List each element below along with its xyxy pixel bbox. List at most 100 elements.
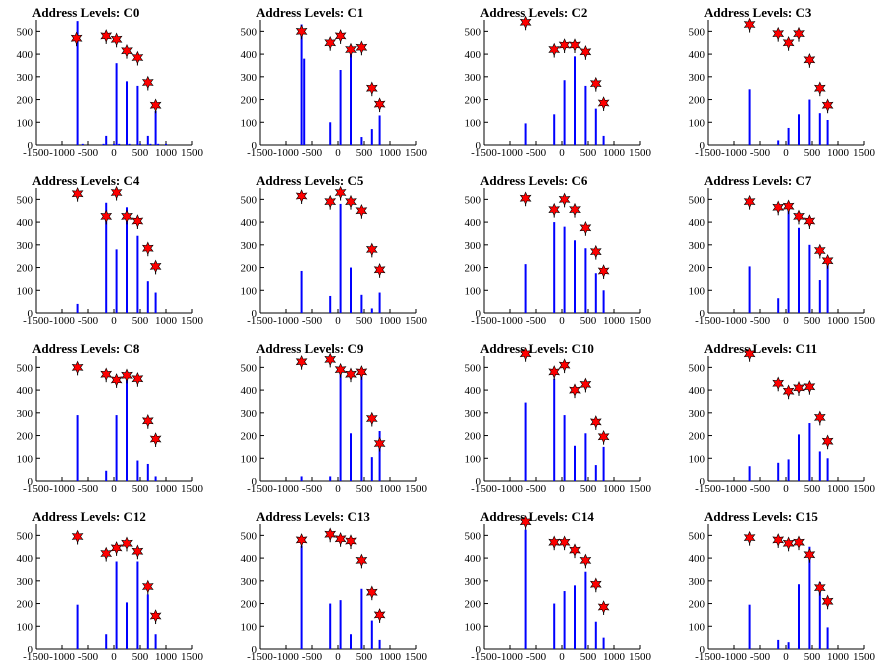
- y-tick-label: 300: [17, 240, 34, 252]
- star-marker: [141, 75, 154, 90]
- x-tick-label: -1500: [247, 483, 273, 495]
- star-marker: [110, 541, 123, 555]
- x-tick-label: 1500: [405, 147, 428, 159]
- star-marker: [597, 429, 610, 444]
- star-marker: [365, 585, 378, 599]
- bar: [360, 376, 363, 481]
- star-marker: [324, 352, 337, 367]
- star-marker: [70, 31, 83, 45]
- star-marker: [345, 194, 357, 209]
- chart-svg: 0 100 200 300 400 500 -1500 -1000 -500 0 500 1000 15…: [689, 17, 876, 159]
- star-marker: [813, 410, 826, 425]
- chart-panel: Address Levels: C10 0 100 200 300 400 500 -1500…: [452, 336, 676, 504]
- bar: [146, 135, 149, 145]
- bar: [602, 637, 605, 649]
- bar: [594, 108, 597, 145]
- x-tick-label: 1000: [155, 483, 178, 495]
- y-tick-label: 500: [17, 362, 34, 374]
- y-tick-label: 400: [689, 49, 706, 61]
- chart-svg: 0 100 200 300 400 500 -1500 -1000 -500 0 500 1000 15…: [689, 524, 876, 663]
- bar: [118, 143, 121, 145]
- bar: [602, 135, 605, 145]
- star-marker: [579, 221, 592, 235]
- bar: [126, 374, 128, 481]
- bar: [826, 120, 829, 145]
- y-tick-label: 100: [465, 285, 482, 297]
- x-tick-label: 1000: [827, 483, 850, 495]
- bar: [777, 639, 780, 649]
- bar: [105, 470, 108, 481]
- x-tick-label: 1500: [853, 651, 876, 663]
- chart-svg: 0 100 200 300 400 500 -1500 -1000 -500 0 500 1000 15…: [689, 346, 876, 495]
- star-marker: [373, 263, 386, 277]
- star-marker: [597, 600, 610, 614]
- bar: [524, 402, 527, 481]
- bar: [798, 114, 800, 145]
- x-tick-label: -1000: [721, 651, 747, 663]
- bar: [300, 476, 303, 481]
- star-marker: [100, 546, 113, 561]
- y-tick-label: 500: [17, 194, 34, 206]
- y-tick-label: 300: [241, 72, 258, 84]
- star-marker: [334, 29, 347, 43]
- bar: [826, 265, 829, 313]
- star-marker: [597, 264, 610, 278]
- x-tick-label: 1500: [405, 315, 428, 327]
- y-tick-label: 0: [252, 476, 258, 488]
- bar: [350, 433, 352, 481]
- y-tick-label: 100: [241, 621, 258, 633]
- x-tick-label: -1500: [23, 315, 49, 327]
- chart-title: Address Levels: C7: [704, 173, 812, 188]
- y-tick-label: 200: [17, 95, 34, 107]
- star-marker: [772, 376, 785, 391]
- x-tick-label: -1000: [497, 315, 523, 327]
- y-tick-label: 100: [465, 621, 482, 633]
- chart-title: Address Levels: C8: [32, 341, 140, 356]
- y-tick-label: 500: [465, 26, 482, 38]
- chart-panel: Address Levels: C4 0 100 200 300 400 500 -1500-…: [4, 168, 228, 336]
- y-tick-label: 100: [465, 453, 482, 465]
- x-tick-label: 0: [559, 147, 565, 159]
- x-tick-label: 1500: [181, 315, 204, 327]
- y-tick-label: 100: [17, 453, 34, 465]
- bar: [126, 207, 128, 313]
- bar: [350, 47, 352, 145]
- x-tick-label: 1500: [405, 483, 428, 495]
- star-marker: [569, 202, 581, 217]
- y-tick-label: 400: [17, 553, 34, 565]
- star-marker: [548, 365, 561, 379]
- bar: [574, 445, 576, 481]
- y-tick-label: 400: [465, 49, 482, 61]
- x-tick-label: -1000: [721, 483, 747, 495]
- x-tick-label: 1000: [155, 315, 178, 327]
- bar: [818, 280, 821, 313]
- bar: [136, 561, 139, 649]
- star-marker: [141, 241, 154, 255]
- bar: [594, 621, 597, 649]
- star-marker: [365, 81, 378, 95]
- star-marker: [355, 40, 368, 55]
- star-marker: [121, 536, 133, 551]
- chart-title: Address Levels: C4: [32, 173, 140, 188]
- x-tick-label: -500: [302, 651, 323, 663]
- chart-svg: 0 100 200 300 400 500 -1500 -1000 -500 0 500 1000 15…: [241, 524, 428, 663]
- bar: [602, 446, 605, 481]
- y-tick-label: 200: [465, 263, 482, 275]
- chart-title: Address Levels: C14: [480, 509, 594, 524]
- y-tick-label: 300: [241, 576, 258, 588]
- y-tick-label: 300: [689, 408, 706, 420]
- bar: [154, 476, 157, 481]
- x-tick-label: 1000: [603, 147, 626, 159]
- bar: [584, 433, 587, 481]
- bar: [339, 367, 342, 481]
- bar: [146, 281, 149, 313]
- bar: [777, 462, 780, 481]
- star-marker: [149, 259, 162, 274]
- y-tick-label: 100: [17, 117, 34, 129]
- bar: [808, 423, 811, 481]
- bar: [594, 465, 597, 481]
- x-tick-label: 0: [783, 483, 789, 495]
- bar: [574, 240, 576, 313]
- y-tick-label: 0: [700, 140, 706, 152]
- bar: [818, 581, 821, 649]
